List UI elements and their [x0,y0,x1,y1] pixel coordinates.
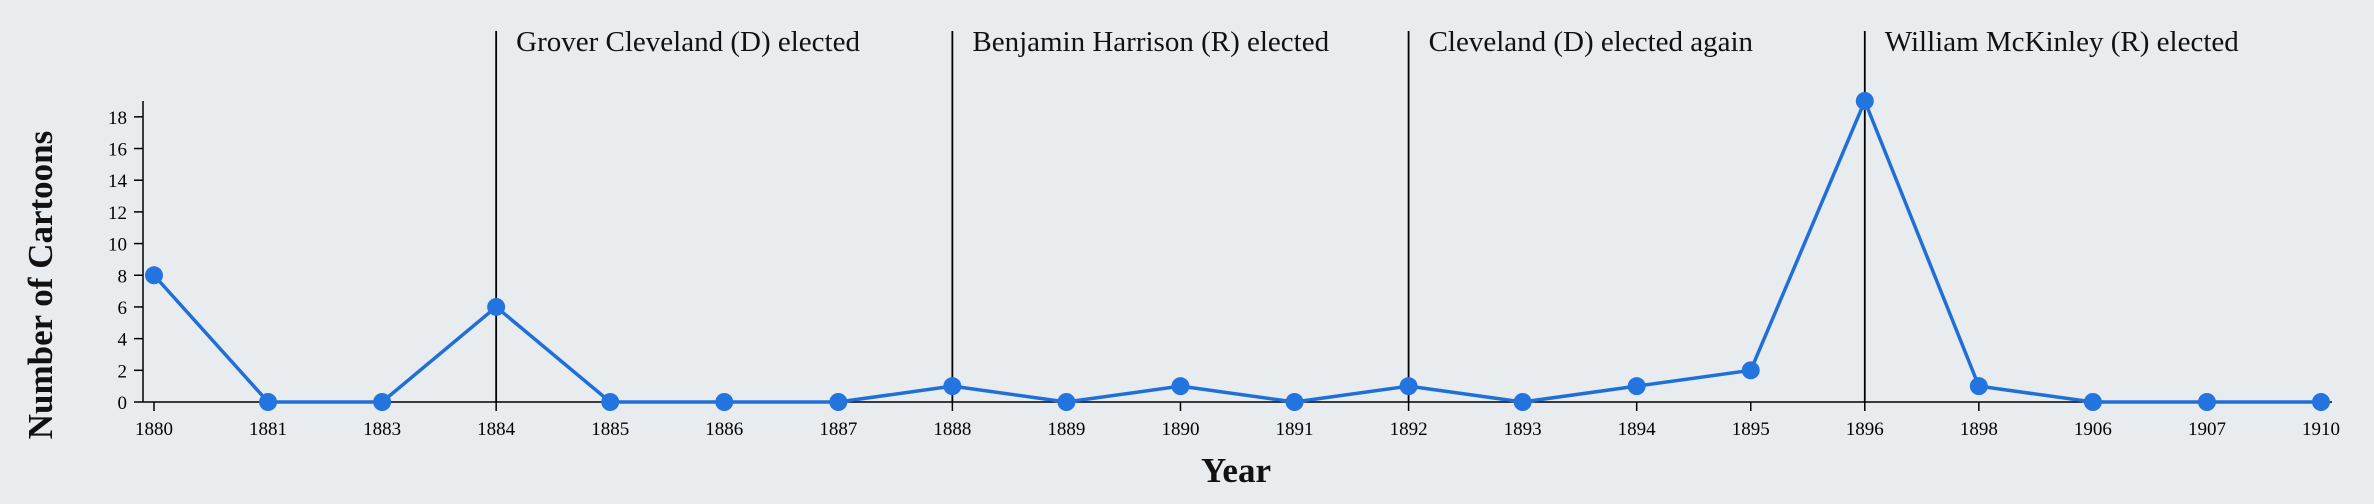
data-point [1285,393,1304,411]
x-tick-label: 1881 [249,419,287,440]
x-tick-label: 1895 [1732,419,1770,440]
data-point [1741,361,1760,380]
data-point [259,393,278,411]
x-tick-label: 1910 [2302,419,2340,440]
annotation-label: Cleveland (D) elected again [1429,26,1754,58]
x-tick-label: 1880 [135,419,173,440]
annotation-label: Grover Cleveland (D) elected [516,26,860,58]
y-tick-label: 6 [118,298,128,319]
x-tick-label: 1889 [1047,419,1085,440]
x-tick-label: 1894 [1618,419,1657,440]
x-tick-label: 1892 [1390,419,1428,440]
y-tick-label: 14 [108,171,128,192]
series-line [152,99,2321,404]
data-point [715,393,734,411]
x-tick-label: 1884 [477,419,516,440]
x-tick-label: 1890 [1161,419,1199,440]
x-tick-label: 1891 [1276,419,1314,440]
y-tick-label: 12 [108,203,127,224]
y-tick-label: 16 [108,140,127,161]
x-tick-label: 1893 [1504,419,1542,440]
data-point [1969,377,1988,396]
data-point [829,393,848,411]
x-tick-label: 1888 [933,419,971,440]
y-tick-label: 0 [118,393,128,414]
series [145,92,2330,411]
y-tick-label: 4 [118,330,128,351]
x-tick-label: 1896 [1846,419,1884,440]
data-point [601,393,620,411]
data-point [943,377,962,396]
axes: 0 2 4 6 8 10 12 14 16 18 1880 1881 1883 1884 1885 1886 1… [108,101,2340,440]
x-tick-label: 1886 [705,419,743,440]
data-point [1627,377,1646,396]
data-point [2083,393,2102,411]
data-point [1057,393,1076,411]
data-point [1399,377,1418,396]
x-axis-title: Year [1201,451,1271,490]
data-point [487,297,506,316]
data-point [145,266,163,285]
data-point [1513,393,1532,411]
x-tick-label: 1906 [2074,419,2112,440]
data-point [1855,92,1874,110]
y-tick-label: 8 [118,266,128,287]
data-point [2197,393,2216,411]
data-point [373,393,392,411]
x-tick-label: 1907 [2188,419,2226,440]
x-tick-label: 1887 [819,419,857,440]
data-point [2312,393,2330,411]
annotation-label: Benjamin Harrison (R) elected [972,26,1329,58]
x-tick-label: 1885 [591,419,629,440]
y-tick-label: 10 [108,235,127,256]
y-tick-label: 2 [118,361,128,382]
data-point [1171,377,1190,396]
x-tick-label: 1883 [363,419,401,440]
x-tick-label: 1898 [1960,419,1998,440]
annotations: Grover Cleveland (D) elected Benjamin Har… [495,26,2239,402]
y-tick-label: 18 [108,108,127,129]
y-axis-title: Number of Cartoons [21,131,60,440]
annotation-label: William McKinley (R) elected [1885,26,2239,58]
